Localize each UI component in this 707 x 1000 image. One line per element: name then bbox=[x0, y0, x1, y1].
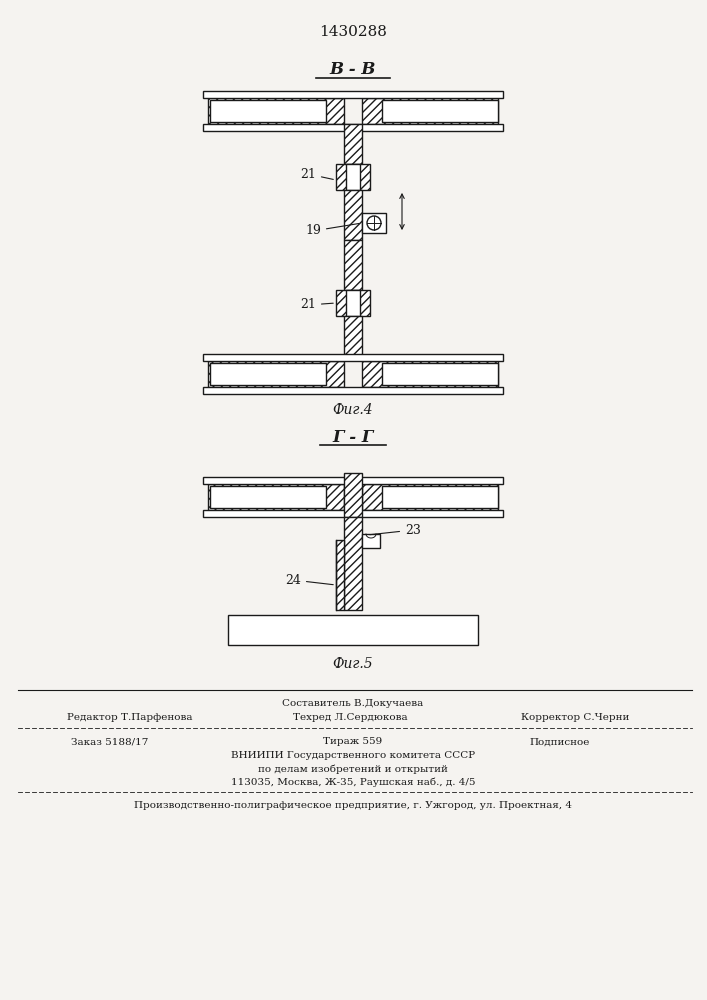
Bar bbox=[362, 213, 386, 233]
Text: 21: 21 bbox=[300, 167, 333, 180]
Text: Заказ 5188/17: Заказ 5188/17 bbox=[71, 738, 148, 746]
Bar bbox=[346, 164, 360, 190]
Bar bbox=[203, 354, 503, 361]
Text: Фиг.5: Фиг.5 bbox=[333, 657, 373, 671]
Text: ВНИИПИ Государственного комитета СССР: ВНИИПИ Государственного комитета СССР bbox=[231, 752, 475, 760]
Bar bbox=[203, 91, 503, 98]
Text: Техред Л.Сердюкова: Техред Л.Сердюкова bbox=[293, 714, 407, 722]
Text: 24: 24 bbox=[285, 574, 333, 586]
Bar bbox=[208, 98, 344, 124]
Bar bbox=[344, 473, 362, 517]
Text: 113035, Москва, Ж-35, Раушская наб., д. 4/5: 113035, Москва, Ж-35, Раушская наб., д. … bbox=[230, 777, 475, 787]
Bar bbox=[382, 363, 498, 385]
Text: Производственно-полиграфическое предприятие, г. Ужгород, ул. Проектная, 4: Производственно-полиграфическое предприя… bbox=[134, 800, 572, 810]
Bar bbox=[336, 164, 370, 190]
Bar bbox=[336, 290, 370, 316]
Bar bbox=[336, 540, 344, 610]
Text: 21: 21 bbox=[300, 298, 333, 312]
Text: Фиг.4: Фиг.4 bbox=[333, 403, 373, 417]
Bar bbox=[203, 387, 503, 394]
Bar bbox=[210, 486, 326, 508]
Bar bbox=[203, 510, 503, 517]
Bar bbox=[344, 316, 362, 360]
Bar bbox=[203, 477, 503, 484]
Circle shape bbox=[367, 216, 381, 230]
Bar bbox=[210, 100, 326, 122]
Text: Тираж 559: Тираж 559 bbox=[323, 738, 382, 746]
Text: по делам изобретений и открытий: по делам изобретений и открытий bbox=[258, 764, 448, 774]
Bar bbox=[344, 240, 362, 290]
Text: 23: 23 bbox=[370, 524, 421, 536]
Bar bbox=[344, 190, 362, 240]
Text: Составитель В.Докучаева: Составитель В.Докучаева bbox=[282, 700, 423, 708]
Bar bbox=[203, 124, 503, 131]
Text: В - В: В - В bbox=[329, 62, 376, 79]
Bar bbox=[362, 484, 498, 510]
Text: 19: 19 bbox=[305, 223, 359, 237]
Bar bbox=[362, 98, 498, 124]
Bar bbox=[210, 363, 326, 385]
Bar bbox=[382, 100, 498, 122]
Bar bbox=[344, 517, 362, 610]
Bar bbox=[382, 486, 498, 508]
Text: Корректор С.Черни: Корректор С.Черни bbox=[521, 714, 629, 722]
Bar bbox=[346, 290, 360, 316]
Text: Редактор Т.Парфенова: Редактор Т.Парфенова bbox=[67, 714, 193, 722]
Text: Г - Г: Г - Г bbox=[332, 428, 374, 446]
Bar bbox=[208, 484, 344, 510]
Bar bbox=[344, 124, 362, 164]
Text: Подписное: Подписное bbox=[530, 738, 590, 746]
Bar bbox=[228, 615, 478, 645]
Bar bbox=[362, 534, 380, 548]
Bar bbox=[208, 361, 344, 387]
Text: 1430288: 1430288 bbox=[319, 25, 387, 39]
Bar bbox=[362, 361, 498, 387]
